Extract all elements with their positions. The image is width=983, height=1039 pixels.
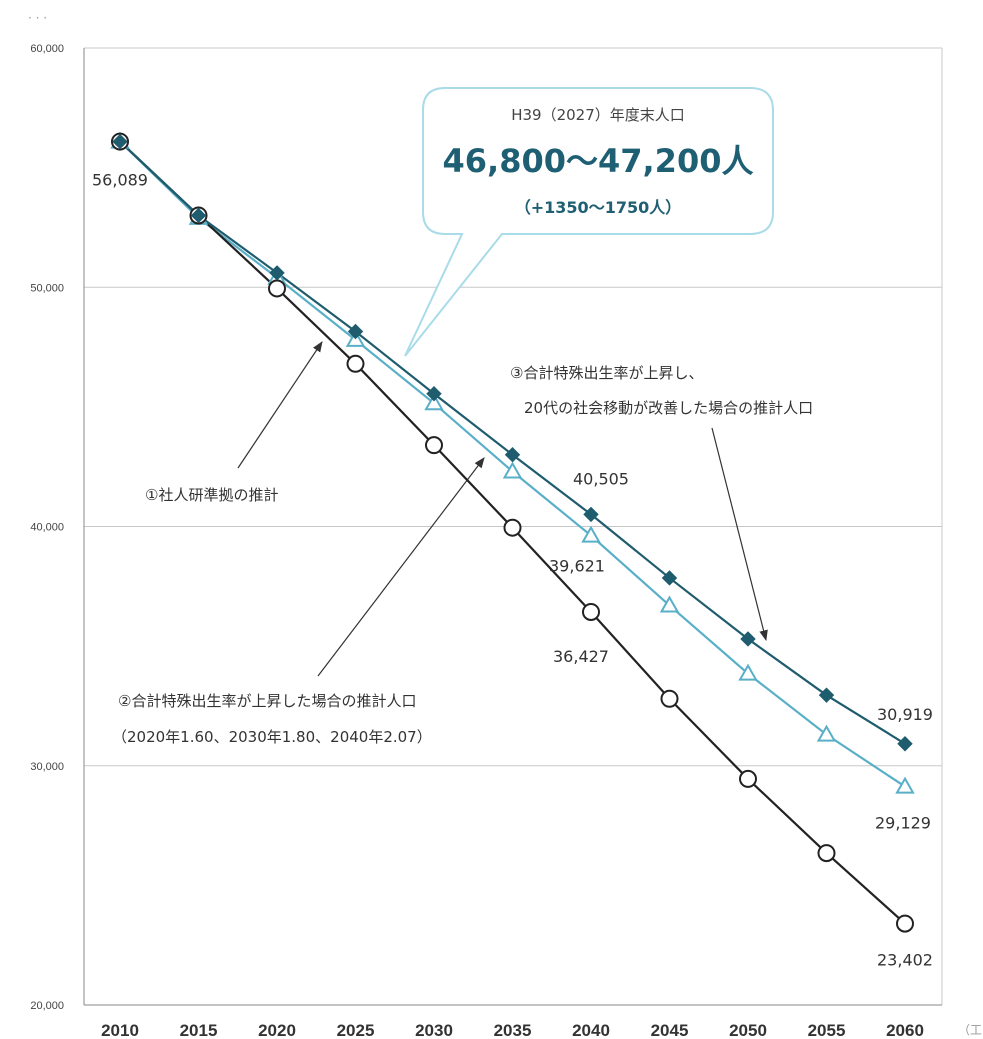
annotation-arrows [237, 341, 768, 677]
y-tick-label: 60,000 [30, 43, 64, 55]
marker-s2 [581, 525, 601, 543]
data-label: 36,427 [553, 647, 609, 666]
marker-s3 [504, 447, 521, 463]
marker-s3 [740, 631, 756, 647]
annotation-arrow [711, 427, 768, 642]
annotation-series-2-line2: （2020年1.60、2030年1.80、2040年2.07） [112, 728, 432, 746]
y-tick-label: 50,000 [30, 282, 64, 294]
y-axis-ticks: 20,000 30,000 40,000 50,000 60,000 [30, 43, 64, 1012]
y-tick-label: 30,000 [30, 761, 64, 773]
x-tick-label: 2010 [101, 1021, 139, 1039]
data-label: 40,505 [573, 469, 629, 488]
y-tick-label: 40,000 [30, 522, 64, 534]
marker-s3 [818, 687, 835, 703]
corner-mark-bottom-right: （工 [958, 1023, 982, 1037]
marker-s2 [424, 393, 444, 411]
marker-s1 [817, 844, 836, 863]
callout-line1: H39（2027）年度末人口 [511, 106, 685, 124]
annotation-series-3-line2: 20代の社会移動が改善した場合の推計人口 [524, 399, 813, 417]
x-tick-label: 2055 [808, 1021, 846, 1039]
annotation-series-3-line1: ③合計特殊出生率が上昇し、 [510, 364, 703, 382]
data-label: 39,621 [549, 557, 605, 576]
marker-s3 [426, 386, 442, 402]
callout-bubble [404, 87, 774, 357]
marker-s3 [583, 506, 599, 523]
annotation-series-1: ①社人研準拠の推計 [145, 486, 278, 504]
marker-s1 [425, 436, 443, 455]
corner-mark-top-left: · · · [28, 11, 47, 25]
x-tick-label: 2030 [415, 1021, 453, 1039]
x-tick-label: 2020 [258, 1021, 296, 1039]
marker-s3 [347, 323, 364, 340]
marker-s3 [112, 133, 128, 150]
annotation-arrow [317, 457, 485, 677]
marker-s3 [190, 207, 207, 224]
annotation-series-2-line1: ②合計特殊出生率が上昇した場合の推計人口 [118, 692, 416, 710]
data-label: 30,919 [877, 705, 933, 724]
callout-line3: （+1350～1750人） [515, 198, 681, 217]
marker-s1 [582, 602, 600, 621]
axes [83, 48, 943, 1006]
x-tick-label: 2025 [337, 1021, 375, 1039]
data-label: 23,402 [877, 951, 933, 970]
marker-s3 [661, 570, 678, 586]
marker-s2 [816, 724, 837, 742]
marker-s1 [346, 354, 365, 373]
annotation-arrow [237, 341, 323, 469]
x-tick-label: 2060 [886, 1021, 924, 1039]
x-axis-ticks: 2010 2015 2020 2025 2030 2035 2040 2045 2050 2055… [101, 1021, 924, 1039]
marker-s2 [659, 595, 680, 613]
x-tick-label: 2045 [651, 1021, 689, 1039]
data-label: 29,129 [875, 814, 931, 833]
data-label: 56,089 [92, 171, 148, 190]
marker-s1 [896, 914, 914, 933]
y-tick-label: 20,000 [30, 1000, 64, 1012]
marker-s1 [739, 769, 757, 788]
marker-s1 [268, 279, 286, 298]
marker-s2 [895, 776, 915, 794]
series-markers [110, 131, 915, 933]
callout-box: H39（2027）年度末人口 46,800～47,200人 （+1350～175… [404, 87, 774, 357]
x-tick-label: 2050 [729, 1021, 767, 1039]
x-tick-label: 2015 [180, 1021, 218, 1039]
data-labels: 56,089 40,505 39,621 36,427 30,919 29,129 23,4… [92, 171, 933, 970]
x-tick-label: 2035 [494, 1021, 532, 1039]
x-tick-label: 2040 [572, 1021, 610, 1039]
callout-line2: 46,800～47,200人 [443, 142, 754, 180]
marker-s3 [269, 265, 285, 281]
marker-s2 [502, 461, 523, 479]
marker-s1 [660, 689, 679, 708]
marker-s3 [897, 736, 913, 752]
marker-s1 [503, 518, 522, 537]
marker-s2 [738, 663, 758, 681]
